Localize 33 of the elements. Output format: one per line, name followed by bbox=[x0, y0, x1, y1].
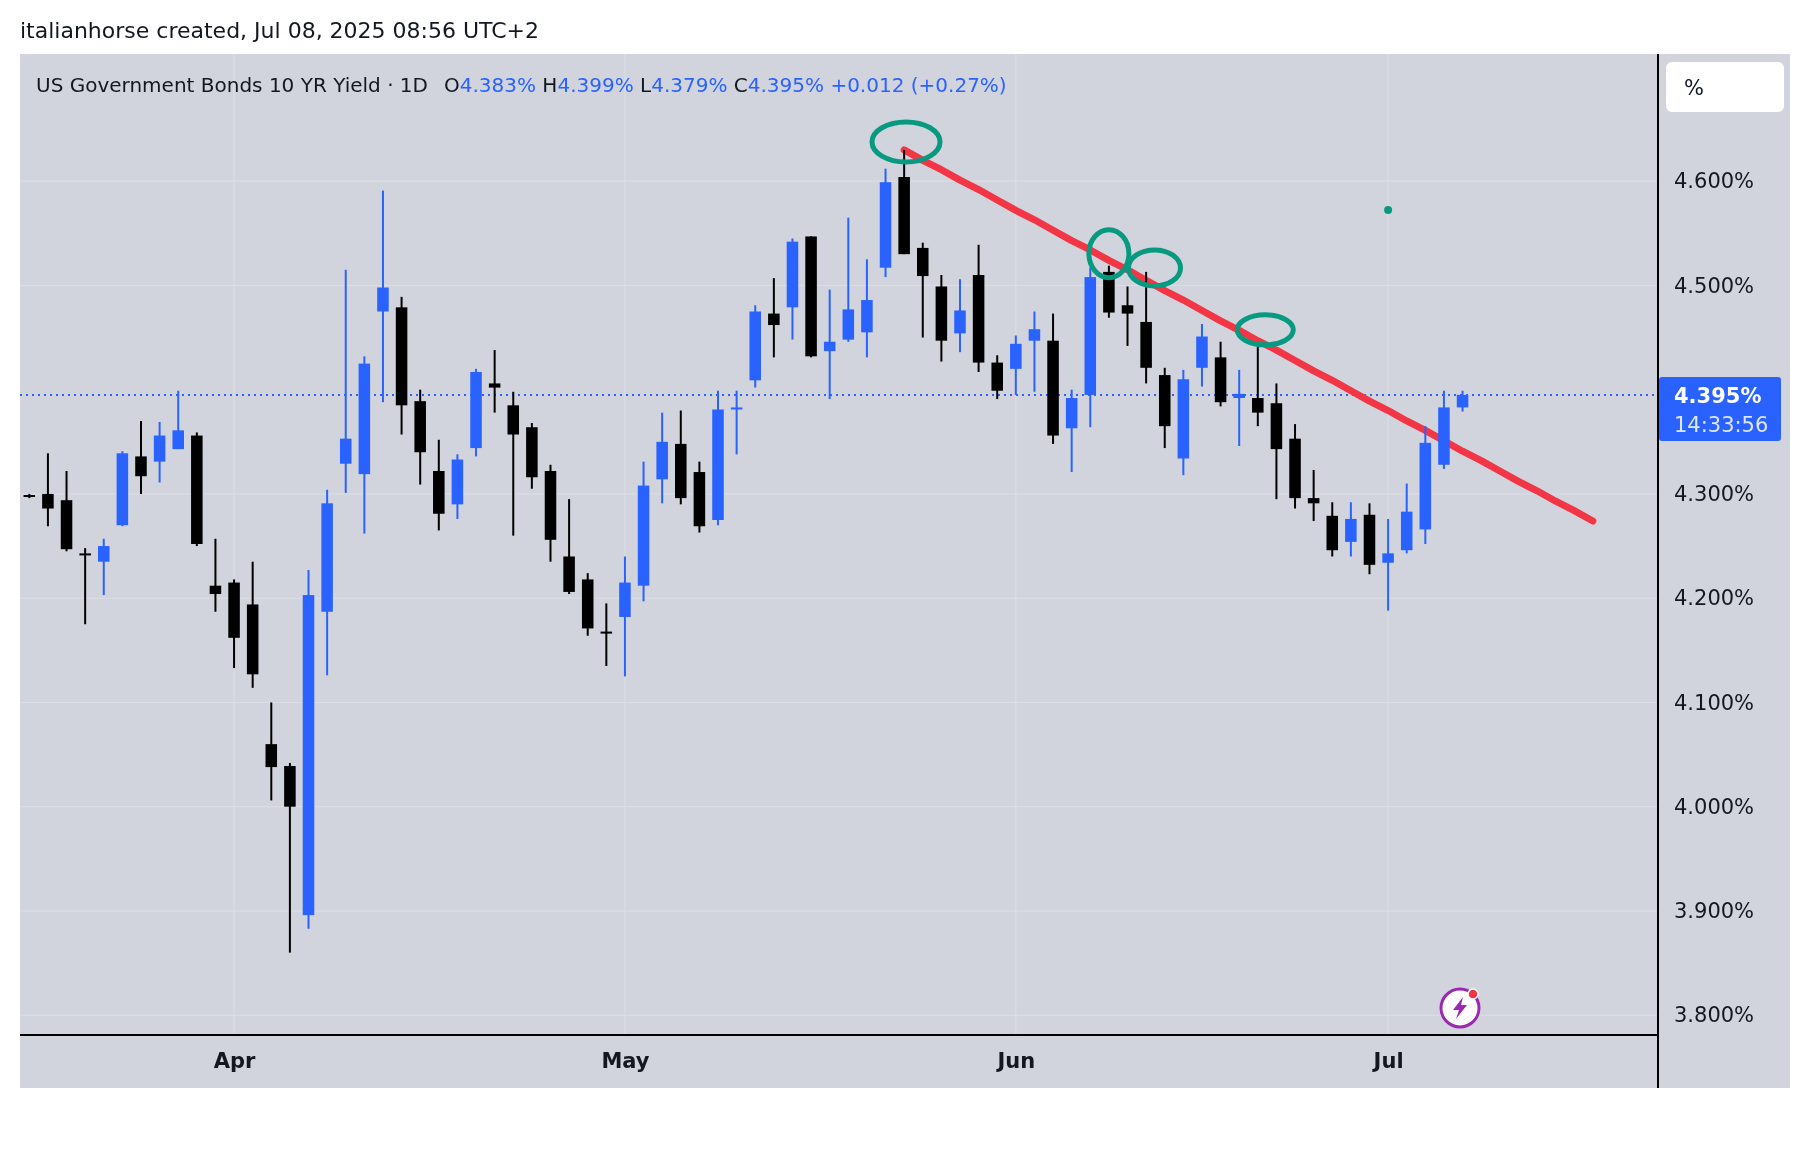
candlestick bbox=[79, 547, 91, 626]
text: US Government Bonds 10 YR Yield · 1D bbox=[36, 73, 428, 97]
y-axis-title: % bbox=[1684, 76, 1704, 100]
candlestick bbox=[1345, 501, 1357, 558]
x-tick-label: Jun bbox=[995, 1048, 1036, 1073]
candlestick bbox=[209, 537, 222, 613]
x-tick-label: Jul bbox=[1371, 1048, 1404, 1073]
y-tick-label: 4.600% bbox=[1674, 169, 1755, 194]
x-tick-label: Apr bbox=[213, 1048, 257, 1073]
text: 14:33:56 bbox=[1674, 412, 1769, 437]
y-tick-label: 4.100% bbox=[1674, 690, 1755, 715]
y-tick-label: 4.500% bbox=[1674, 273, 1755, 298]
y-tick-label: 3.900% bbox=[1674, 899, 1755, 924]
text: italianhorse created, Jul 08, 2025 08:56 UTC+2 bbox=[20, 18, 540, 43]
text: O4.383% H4.399% L4.379% C4.395% +0.012 (+0.27%) bbox=[443, 73, 1007, 97]
candlestick bbox=[42, 452, 54, 528]
y-tick-label: 4.000% bbox=[1674, 794, 1755, 819]
candlestick bbox=[954, 278, 966, 354]
candlestick bbox=[1121, 285, 1134, 347]
candlestick bbox=[265, 701, 278, 802]
candlestick bbox=[600, 602, 613, 667]
candlestick bbox=[1028, 310, 1041, 393]
candlestick bbox=[768, 277, 780, 359]
ref-line-label: 4.395% bbox=[1674, 383, 1762, 408]
y-tick-label: 4.200% bbox=[1674, 586, 1755, 611]
candlestick bbox=[97, 537, 110, 597]
candlestick bbox=[1382, 517, 1394, 612]
y-tick-label: 4.300% bbox=[1674, 482, 1755, 507]
candlestick bbox=[488, 349, 501, 414]
y-tick-label: 3.800% bbox=[1674, 1003, 1755, 1028]
candlestick bbox=[135, 419, 147, 495]
candlestick bbox=[1307, 468, 1320, 523]
x-tick-label: May bbox=[601, 1048, 650, 1073]
